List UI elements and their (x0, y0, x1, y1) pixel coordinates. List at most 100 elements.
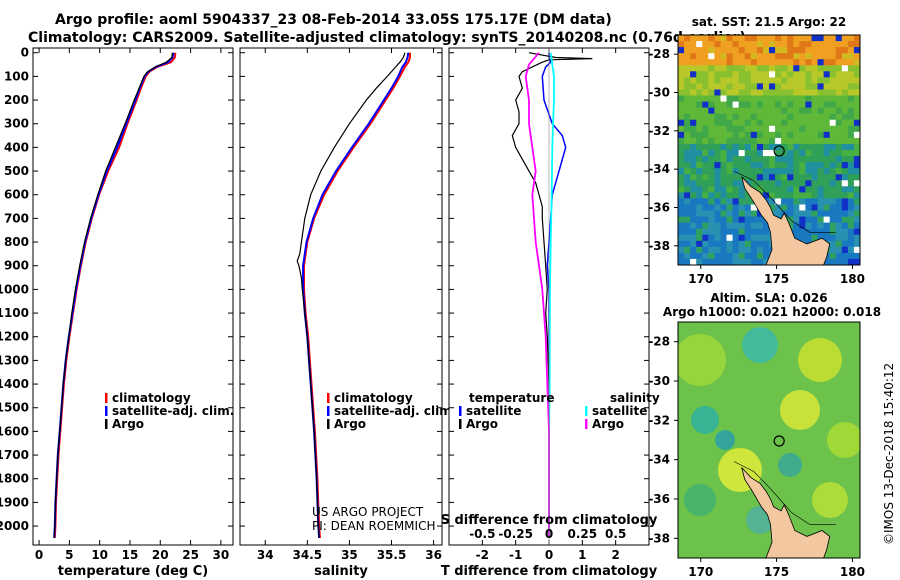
sst-cell (817, 131, 824, 139)
sst-cell (781, 59, 788, 66)
sst-cell (853, 47, 860, 54)
sst-cell (847, 180, 855, 187)
sst-cell (775, 41, 782, 48)
sst-cell (841, 83, 849, 90)
sst-cell (750, 35, 758, 42)
sst-cell (678, 95, 685, 102)
sst-cell (678, 252, 685, 260)
sst-cell (805, 137, 812, 145)
sst-cell (769, 95, 776, 102)
sst-cell (823, 107, 831, 115)
sst-cell (823, 41, 831, 48)
sst-cell (762, 95, 770, 102)
sst-cell (720, 131, 727, 139)
sst-cell (702, 180, 709, 187)
sst-cell (793, 198, 800, 205)
sst-cell (738, 240, 746, 248)
sst-cell (847, 77, 855, 84)
sst-cell (690, 222, 697, 230)
sla-anomaly (678, 334, 726, 386)
sst-cell (829, 107, 837, 115)
sst-cell (690, 131, 697, 139)
sst-cell (714, 162, 721, 169)
sst-cell (744, 204, 752, 211)
sst-cell (732, 137, 740, 145)
sst-cell (690, 71, 697, 78)
sst-cell (708, 101, 715, 109)
sst-cell (720, 65, 727, 72)
sst-cell (829, 198, 837, 205)
sst-cell (708, 246, 715, 254)
map-y-tick-label: -38 (648, 239, 670, 253)
sst-cell (835, 204, 843, 211)
sst-cell (702, 210, 709, 217)
sst-cell (835, 246, 843, 254)
sst-cell (744, 89, 752, 96)
sst-cell (769, 71, 776, 78)
map-y-tick-label: -36 (648, 492, 670, 506)
coastline (741, 467, 831, 558)
sst-cell (793, 192, 800, 199)
sst-cell (720, 71, 727, 78)
sst-cell (738, 131, 746, 139)
sst-cell (762, 107, 770, 115)
sst-cell (720, 143, 727, 151)
sst-cell (829, 162, 837, 169)
sst-cell (853, 156, 860, 163)
sst-cell (769, 89, 776, 96)
sst-cell (835, 156, 843, 163)
sst-cell (720, 258, 727, 265)
sst-cell (708, 71, 715, 78)
sst-cell (835, 65, 843, 72)
sst-cell (696, 65, 703, 72)
sst-cell (781, 41, 788, 48)
sst-cell (841, 252, 849, 260)
sst-cell (793, 180, 800, 187)
sst-cell (829, 53, 837, 60)
sst-cell (823, 95, 831, 102)
sst-cell (853, 258, 860, 265)
sst-cell (744, 198, 752, 205)
sst-cell (696, 240, 703, 248)
sst-cell (708, 180, 715, 187)
sst-cell (829, 137, 837, 145)
sst-cell (787, 150, 794, 157)
sst-cell (799, 192, 806, 199)
sst-cell (744, 107, 752, 115)
x-tick-label: 35.5 (377, 548, 407, 562)
sst-cell (847, 35, 855, 42)
legend-swatch (327, 419, 330, 429)
sst-cell (841, 137, 849, 145)
sst-cell (714, 204, 721, 211)
sst-cell (793, 125, 800, 133)
sst-cell (744, 216, 752, 224)
sst-cell (847, 119, 855, 127)
sst-cell (762, 125, 770, 133)
sst-cell (787, 89, 794, 96)
legend-label: Argo (334, 417, 366, 431)
sst-cell (750, 246, 758, 254)
sst-cell (853, 246, 860, 254)
sst-cell (726, 47, 733, 54)
sst-cell (696, 162, 703, 169)
sst-cell (714, 107, 721, 115)
sst-cell (744, 150, 752, 157)
sst-cell (762, 192, 770, 199)
sst-cell (684, 210, 691, 217)
sst-cell (708, 228, 715, 236)
sst-cell (684, 180, 691, 187)
sst-cell (853, 143, 860, 151)
sst-cell (799, 83, 806, 90)
sst-cell (720, 222, 727, 230)
sst-cell (762, 131, 770, 139)
sst-cell (847, 210, 855, 217)
sst-cell (835, 198, 843, 205)
sst-cell (720, 95, 727, 102)
sst-cell (690, 47, 697, 54)
sst-cell (690, 168, 697, 175)
sst-cell (811, 156, 818, 163)
sst-cell (829, 71, 837, 78)
sst-cell (787, 41, 794, 48)
map-field (678, 322, 860, 558)
sst-cell (799, 101, 806, 109)
